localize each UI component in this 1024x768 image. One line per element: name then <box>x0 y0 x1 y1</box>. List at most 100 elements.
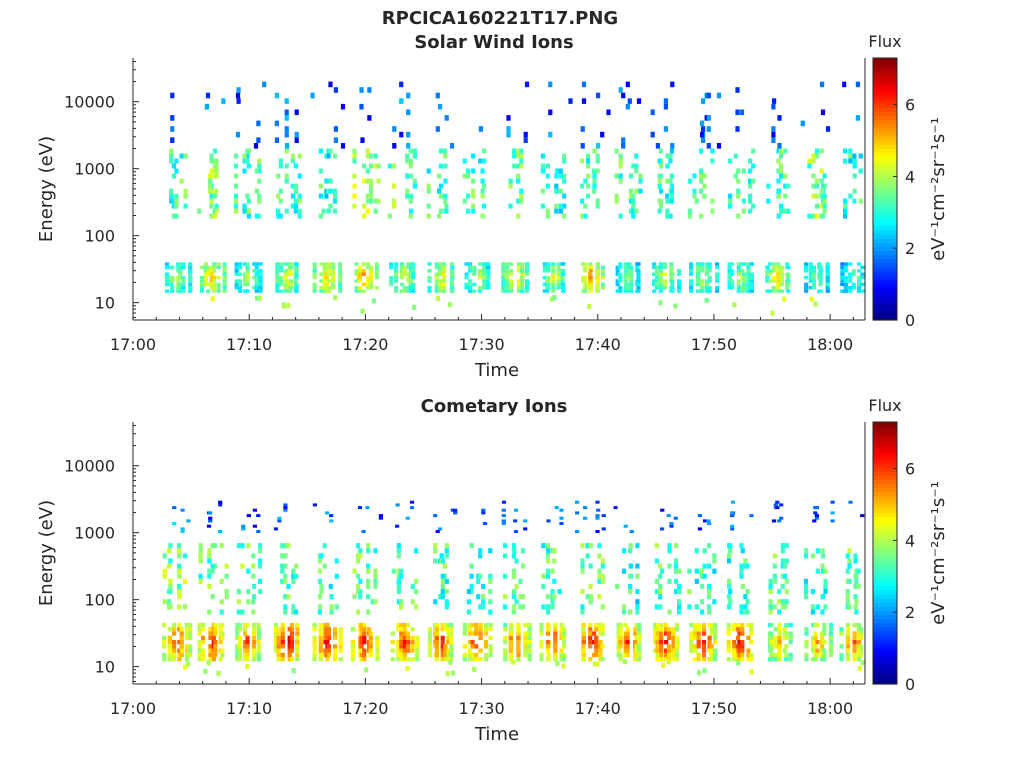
spectrogram-cell <box>324 275 329 280</box>
spectrogram-cell <box>701 652 707 658</box>
spectrogram-cell <box>860 265 865 270</box>
spectrogram-cell <box>273 635 279 640</box>
spectrogram-cell <box>408 289 413 293</box>
colorbar-segment <box>873 524 897 530</box>
spectrogram-cell <box>287 644 292 649</box>
spectrogram-cell <box>765 289 770 293</box>
spectrogram-cell <box>549 296 554 302</box>
spectrogram-cell <box>188 635 193 640</box>
spectrogram-cell <box>396 578 401 584</box>
spectrogram-cell <box>814 203 820 209</box>
spectrogram-cell <box>318 213 323 219</box>
spectrogram-cell <box>394 286 399 290</box>
spectrogram-cell <box>482 522 488 525</box>
spectrogram-cell <box>519 148 524 154</box>
spectrogram-cell <box>427 289 432 293</box>
spectrogram-cell <box>843 269 848 273</box>
spectrogram-cell <box>468 627 473 632</box>
colorbar-segment <box>873 193 897 198</box>
spectrogram-cell <box>468 265 473 270</box>
spectrogram-cell <box>355 583 361 589</box>
spectrogram-cell <box>780 558 785 564</box>
spectrogram-cell <box>516 627 521 632</box>
spectrogram-cell <box>581 648 586 653</box>
spectrogram-cell <box>516 178 521 184</box>
spectrogram-cell <box>554 183 559 189</box>
spectrogram-cell <box>324 286 329 290</box>
colorbar-tick-label: 0 <box>905 675 915 694</box>
spectrogram-cell <box>410 583 415 589</box>
spectrogram-cell <box>287 627 292 632</box>
spectrogram-cell <box>628 282 634 287</box>
spectrogram-cell <box>274 137 279 143</box>
spectrogram-cell <box>318 640 323 645</box>
colorbar-segment <box>873 630 897 636</box>
spectrogram-cell <box>273 627 279 632</box>
spectrogram-cell <box>405 666 410 671</box>
spectrogram-cell <box>618 640 623 645</box>
colorbar-segment <box>873 483 897 489</box>
spectrogram-cell <box>740 622 745 628</box>
spectrogram-cell <box>472 282 477 287</box>
spectrogram-cell <box>442 275 447 280</box>
spectrogram-cell <box>668 213 673 219</box>
spectrogram-cell <box>283 262 288 266</box>
spectrogram-cell <box>287 269 292 273</box>
spectrogram-cell <box>233 183 239 189</box>
spectrogram-cell <box>252 275 257 280</box>
spectrogram-cell <box>843 208 848 214</box>
spectrogram-cell <box>462 173 467 179</box>
spectrogram-cell <box>628 548 633 554</box>
spectrogram-cell <box>212 213 218 219</box>
spectrogram-cell <box>779 503 784 507</box>
spectrogram-cell <box>779 516 784 520</box>
spectrogram-cell <box>520 286 525 290</box>
spectrogram-cell <box>729 279 734 283</box>
spectrogram-cell <box>415 652 420 658</box>
spectrogram-cell <box>702 563 707 569</box>
spectrogram-cell <box>545 183 550 189</box>
spectrogram-cell <box>318 635 323 640</box>
spectrogram-cell <box>474 631 479 636</box>
spectrogram-cell <box>765 269 770 273</box>
spectrogram-cell <box>784 589 789 595</box>
spectrogram-cell <box>468 652 473 658</box>
spectrogram-cell <box>741 286 747 290</box>
spectrogram-cell <box>251 631 257 636</box>
colorbar-segment <box>873 94 897 100</box>
spectrogram-cell <box>748 193 753 199</box>
spectrogram-cell <box>580 543 585 549</box>
spectrogram-cell <box>525 265 530 270</box>
spectrogram-cell <box>209 203 214 209</box>
spectrogram-cell <box>658 279 663 283</box>
spectrogram-cell <box>434 272 439 276</box>
spectrogram-cell <box>664 640 669 645</box>
spectrogram-cell <box>273 648 279 653</box>
spectrogram-cell <box>820 609 825 615</box>
spectrogram-cell <box>658 589 663 595</box>
spectrogram-cell <box>780 583 785 589</box>
spectrogram-cell <box>677 269 682 273</box>
spectrogram-cell <box>715 275 720 280</box>
spectrogram-cell <box>290 193 295 199</box>
spectrogram-cell <box>277 519 282 523</box>
spectrogram-cell <box>254 262 259 266</box>
spectrogram-cell <box>634 163 639 169</box>
spectrogram-cell <box>273 644 279 649</box>
colorbar-segment <box>873 266 897 272</box>
spectrogram-cell <box>692 173 697 179</box>
spectrogram-cell <box>858 153 863 159</box>
spectrogram-cell <box>621 568 627 574</box>
spectrogram-cell <box>395 503 400 507</box>
spectrogram-cell <box>516 265 521 270</box>
spectrogram-cell <box>692 631 697 636</box>
spectrogram-cell <box>254 289 259 293</box>
colorbar-segment <box>873 307 897 313</box>
spectrogram-cell <box>556 279 561 283</box>
spectrogram-cell <box>365 198 370 204</box>
spectrogram-cell <box>628 573 633 579</box>
colorbar-segment <box>873 487 897 493</box>
spectrogram-cell <box>291 568 296 574</box>
spectrogram-cell <box>294 272 299 276</box>
spectrogram-cell <box>350 648 355 653</box>
